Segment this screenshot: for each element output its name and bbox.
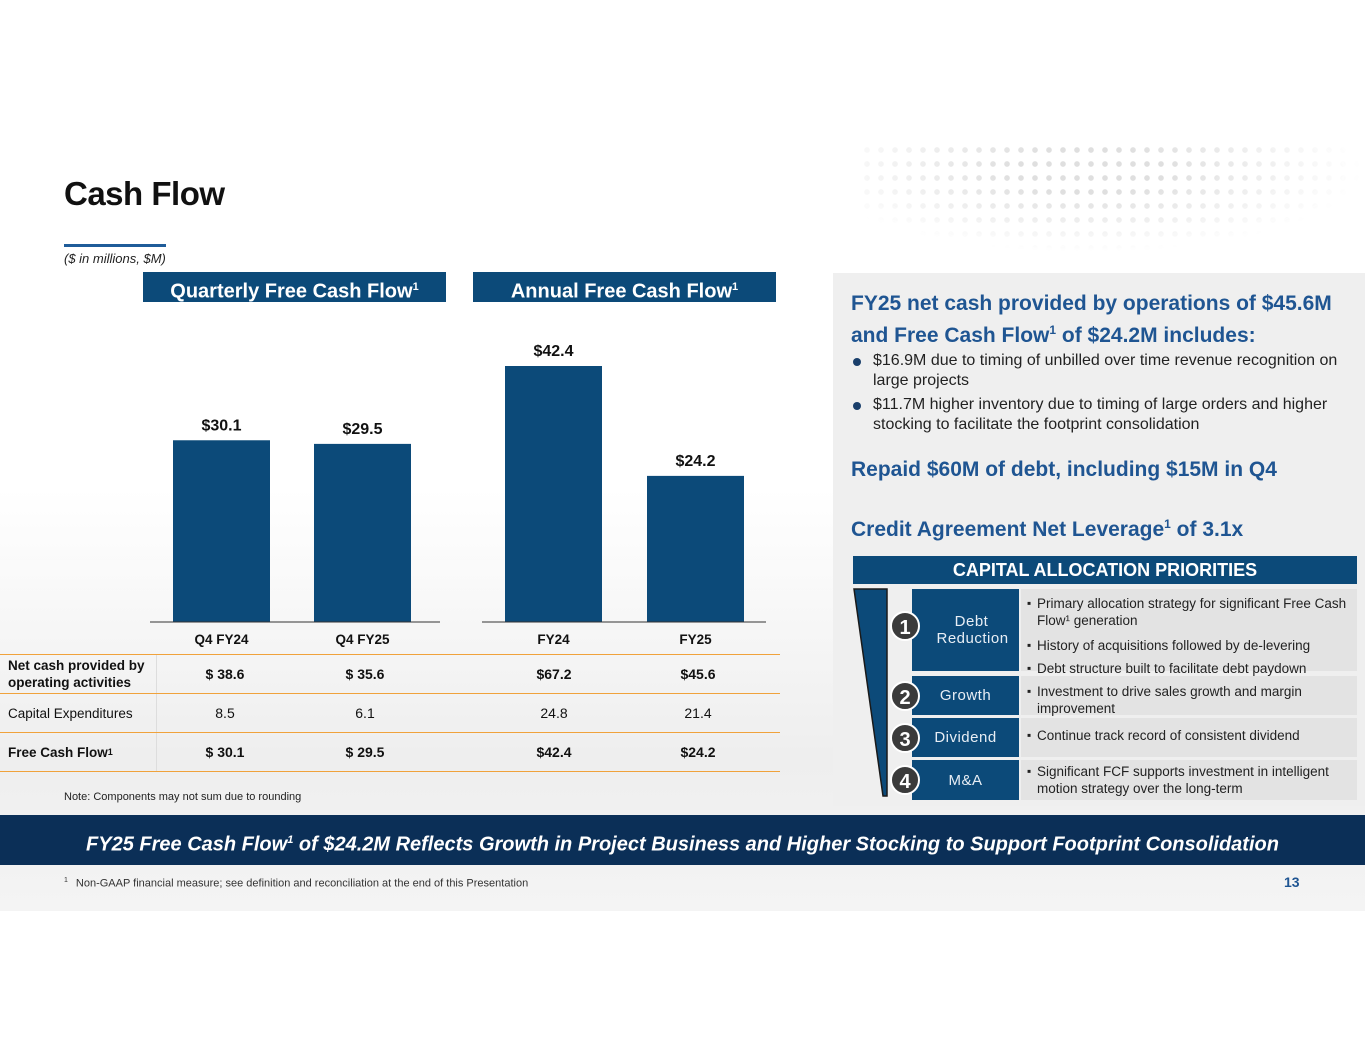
priority-name: Growth xyxy=(939,687,992,704)
page-title: Cash Flow xyxy=(64,175,225,212)
priority-name-box: Growth xyxy=(912,676,1019,715)
cash-bullet: $11.7M higher inventory due to timing of… xyxy=(851,395,1351,435)
quarterly-chart-header: Quarterly Free Cash Flow1 xyxy=(143,272,446,303)
table-cell: 8.5 xyxy=(215,705,235,721)
banner-sup: 1 xyxy=(287,834,294,846)
table-cell: 21.4 xyxy=(684,705,712,721)
table-cell: $ 30.1 xyxy=(205,744,245,760)
annual-header-text: Annual Free Cash Flow xyxy=(510,280,733,303)
decorative-dot-pattern xyxy=(860,143,1365,253)
leverage-part2: of 3.1x xyxy=(1170,518,1244,541)
priority-description: Continue track record of consistent divi… xyxy=(1027,727,1352,744)
footnote-marker: 1 xyxy=(64,877,68,884)
headline-sup: 1 xyxy=(1049,323,1057,337)
category-label: FY24 xyxy=(537,632,570,647)
right-summary-panel xyxy=(833,273,1365,806)
row-label: Free Cash Flow 1 xyxy=(8,733,157,771)
row-label-text: Net cash provided by operating activitie… xyxy=(8,658,145,690)
header-footnote-sup: 1 xyxy=(732,281,739,293)
priority-description-text: Investment to drive sales growth and mar… xyxy=(1037,684,1302,716)
headline-part1: FY25 net cash provided by operations of … xyxy=(851,292,1332,347)
priority-description: History of acquisitions followed by de-l… xyxy=(1027,637,1352,654)
row-label-text: Capital Expenditures xyxy=(8,705,133,721)
priority-description-text: Primary allocation strategy for signific… xyxy=(1037,596,1347,628)
priority-name-box: Dividend xyxy=(912,718,1019,757)
priority-name: Debt Reduction xyxy=(936,613,1009,647)
priority-name: M&A xyxy=(948,771,983,789)
priority-description: Investment to drive sales growth and mar… xyxy=(1027,683,1352,717)
row-label-text: Free Cash Flow xyxy=(8,744,108,760)
leverage-part1: Credit Agreement Net Leverage xyxy=(851,518,1165,541)
page-number: 13 xyxy=(1284,874,1300,890)
table-cell: $ 38.6 xyxy=(205,666,245,682)
data-label: $29.5 xyxy=(342,421,382,438)
slide: Cash Flow ($ in millions, $M) Quarterly … xyxy=(0,143,1365,911)
capital-allocation-heading: CAPITAL ALLOCATION PRIORITIES xyxy=(853,556,1357,584)
bar-q4-fy24 xyxy=(173,440,270,622)
table-cell: 24.8 xyxy=(540,705,568,721)
priority-description: Significant FCF supports investment in i… xyxy=(1027,763,1352,797)
header-footnote-sup: 1 xyxy=(412,281,419,293)
cash-flow-table: Net cash provided by operating activitie… xyxy=(0,654,780,772)
data-label: $42.4 xyxy=(533,343,573,360)
data-label: $30.1 xyxy=(201,417,241,434)
footnote: 1 Non-GAAP financial measure; see definit… xyxy=(64,877,528,890)
debt-repaid-text: Repaid $60M of debt, including $15M in Q… xyxy=(851,458,1277,481)
priority-description-text: History of acquisitions followed by de-l… xyxy=(1037,638,1311,653)
priority-description-text: Significant FCF supports investment in i… xyxy=(1037,764,1329,796)
units-note: ($ in millions, $M) xyxy=(64,251,166,266)
title-underline xyxy=(64,244,166,247)
table-cell: 6.1 xyxy=(355,705,375,721)
row-label-sup: 1 xyxy=(107,746,113,757)
rounding-note: Note: Components may not sum due to roun… xyxy=(64,791,302,803)
fcf-bar-chart: $30.1 Q4 FY24 $29.5 Q4 FY25 $42.4 FY24 $24.2 FY… xyxy=(150,343,766,647)
table-row: Capital Expenditures 8.5 6.1 24.8 21.4 xyxy=(0,694,780,733)
headline-part2: of $24.2M includes: xyxy=(1056,324,1256,347)
priority-funnel-arrow xyxy=(853,588,888,797)
priority-description: Primary allocation strategy for signific… xyxy=(1027,595,1352,629)
priority-number-badge: 4 xyxy=(890,765,920,795)
net-leverage-text: Credit Agreement Net Leverage1 of 3.1x xyxy=(851,511,1243,543)
bar-fy25 xyxy=(647,475,744,622)
category-label: Q4 FY25 xyxy=(335,632,390,647)
priority-name-box: Debt Reduction xyxy=(912,589,1019,671)
footnote-text: Non-GAAP financial measure; see definiti… xyxy=(75,877,529,890)
category-label: FY25 xyxy=(679,632,712,647)
banner-part1: FY25 Free Cash Flow xyxy=(86,833,288,856)
priority-description: Debt structure built to facilitate debt … xyxy=(1027,660,1352,677)
table-cell: $67.2 xyxy=(536,666,572,682)
table-cell: $ 29.5 xyxy=(345,744,385,760)
table-cell: $ 35.6 xyxy=(345,666,385,682)
priority-description-text: Continue track record of consistent divi… xyxy=(1037,728,1300,743)
cash-bullets: $16.9M due to timing of unbilled over ti… xyxy=(851,351,1351,439)
row-label: Capital Expenditures xyxy=(8,694,157,732)
category-label: Q4 FY24 xyxy=(194,632,249,647)
table-cell: $45.6 xyxy=(680,666,716,682)
priority-number-badge: 2 xyxy=(890,680,920,711)
bar-fy24 xyxy=(505,366,602,622)
data-label: $24.2 xyxy=(675,453,715,470)
fy25-cash-headline: FY25 net cash provided by operations of … xyxy=(851,291,1351,349)
summary-banner: FY25 Free Cash Flow1 of $24.2M Reflects … xyxy=(0,815,1365,865)
priority-name-box: M&A xyxy=(912,760,1019,800)
quarterly-header-text: Quarterly Free Cash Flow xyxy=(170,280,413,303)
priority-name: Dividend xyxy=(934,729,997,746)
priority-description-text: Debt structure built to facilitate debt … xyxy=(1037,661,1307,676)
table-row: Net cash provided by operating activitie… xyxy=(0,654,780,694)
annual-chart-header: Annual Free Cash Flow1 xyxy=(473,272,776,303)
leverage-sup: 1 xyxy=(1164,517,1171,531)
table-cell: $24.2 xyxy=(680,744,716,760)
banner-part2: of $24.2M Reflects Growth in Project Bus… xyxy=(293,833,1279,856)
cash-bullet: $16.9M due to timing of unbilled over ti… xyxy=(851,351,1351,391)
priority-number-badge: 1 xyxy=(890,611,920,641)
row-label: Net cash provided by operating activitie… xyxy=(8,655,157,693)
bar-q4-fy25 xyxy=(314,443,411,622)
priority-number-badge: 3 xyxy=(890,722,920,753)
table-row: Free Cash Flow 1 $ 30.1 $ 29.5 $42.4 $24.2 xyxy=(0,733,780,772)
table-cell: $42.4 xyxy=(536,744,572,760)
